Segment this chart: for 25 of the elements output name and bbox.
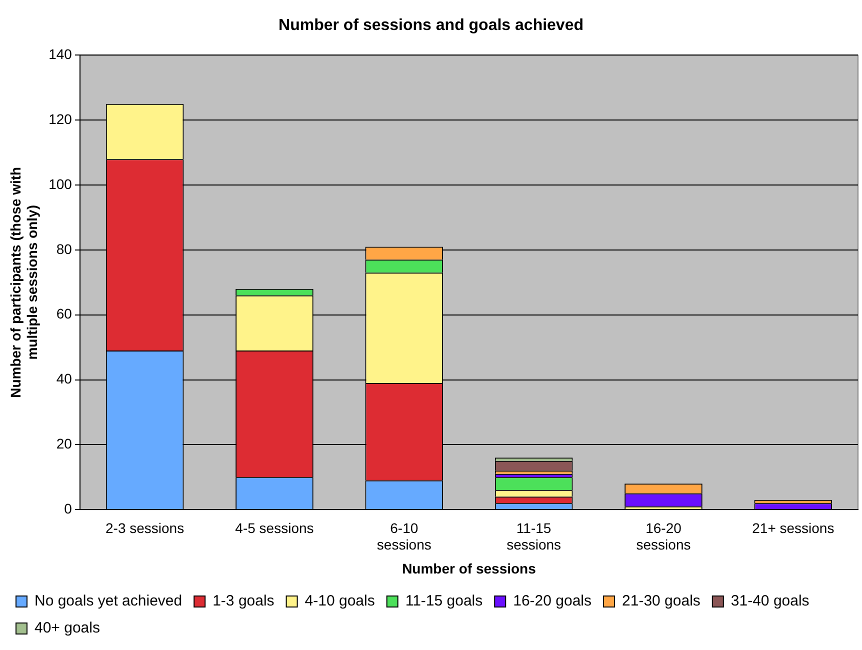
legend-label: 11-15 goals — [405, 592, 483, 610]
y-tick-label: 40 — [56, 370, 72, 387]
legend-label: 40+ goals — [34, 620, 100, 637]
y-tick-label: 20 — [56, 436, 72, 452]
y-tick-label: 60 — [56, 306, 72, 322]
legend-label: 21-30 goals — [622, 592, 700, 610]
x-tick-label: 11-15 sessions — [506, 520, 562, 553]
y-tick-label: 100 — [48, 176, 72, 192]
y-tick-label: 0 — [64, 500, 72, 516]
legend-label: 1-3 goals — [212, 592, 274, 610]
x-tick-label: 2-3 sessions — [106, 520, 184, 536]
y-tick-label: 120 — [48, 110, 72, 127]
x-tick-label: 16-20 sessions — [636, 520, 691, 553]
x-tick-label: 4-5 sessions — [235, 520, 314, 536]
x-axis-title: Number of sessions — [402, 560, 536, 576]
x-tick-label: 6-10 sessions — [376, 520, 432, 553]
x-tick-label: 21+ sessions — [752, 520, 834, 536]
legend-label: No goals yet achieved — [34, 592, 182, 610]
y-axis-title: Number of participants (those with multiple sessions only) — [7, 166, 40, 398]
legend-label: 16-20 goals — [513, 592, 592, 610]
chart-title: Number of sessions and goals achieved — [278, 17, 584, 34]
legend-label: 31-40 goals — [730, 592, 810, 610]
legend-label: 4-10 goals — [304, 592, 375, 610]
y-tick-label: 80 — [56, 240, 72, 257]
y-tick-label: 140 — [48, 46, 72, 62]
